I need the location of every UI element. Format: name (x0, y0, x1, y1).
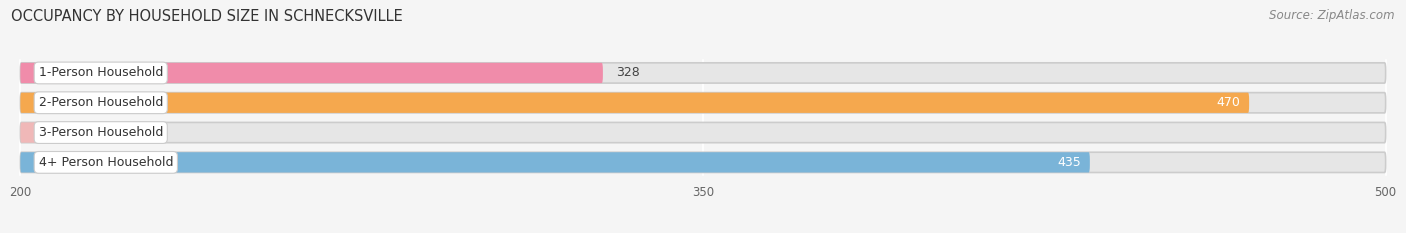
Text: 4+ Person Household: 4+ Person Household (38, 156, 173, 169)
FancyBboxPatch shape (20, 152, 1386, 172)
FancyBboxPatch shape (20, 93, 1386, 113)
FancyBboxPatch shape (20, 152, 1090, 172)
Text: OCCUPANCY BY HOUSEHOLD SIZE IN SCHNECKSVILLE: OCCUPANCY BY HOUSEHOLD SIZE IN SCHNECKSV… (11, 9, 404, 24)
Text: 3-Person Household: 3-Person Household (38, 126, 163, 139)
FancyBboxPatch shape (20, 122, 1386, 143)
Text: 2-Person Household: 2-Person Household (38, 96, 163, 109)
Text: 470: 470 (1216, 96, 1240, 109)
Text: Source: ZipAtlas.com: Source: ZipAtlas.com (1270, 9, 1395, 22)
Text: 1-Person Household: 1-Person Household (38, 66, 163, 79)
FancyBboxPatch shape (20, 63, 603, 83)
Text: 218: 218 (115, 126, 139, 139)
FancyBboxPatch shape (20, 122, 103, 143)
FancyBboxPatch shape (20, 93, 1249, 113)
Text: 328: 328 (617, 66, 640, 79)
Text: 435: 435 (1057, 156, 1081, 169)
FancyBboxPatch shape (20, 63, 1386, 83)
